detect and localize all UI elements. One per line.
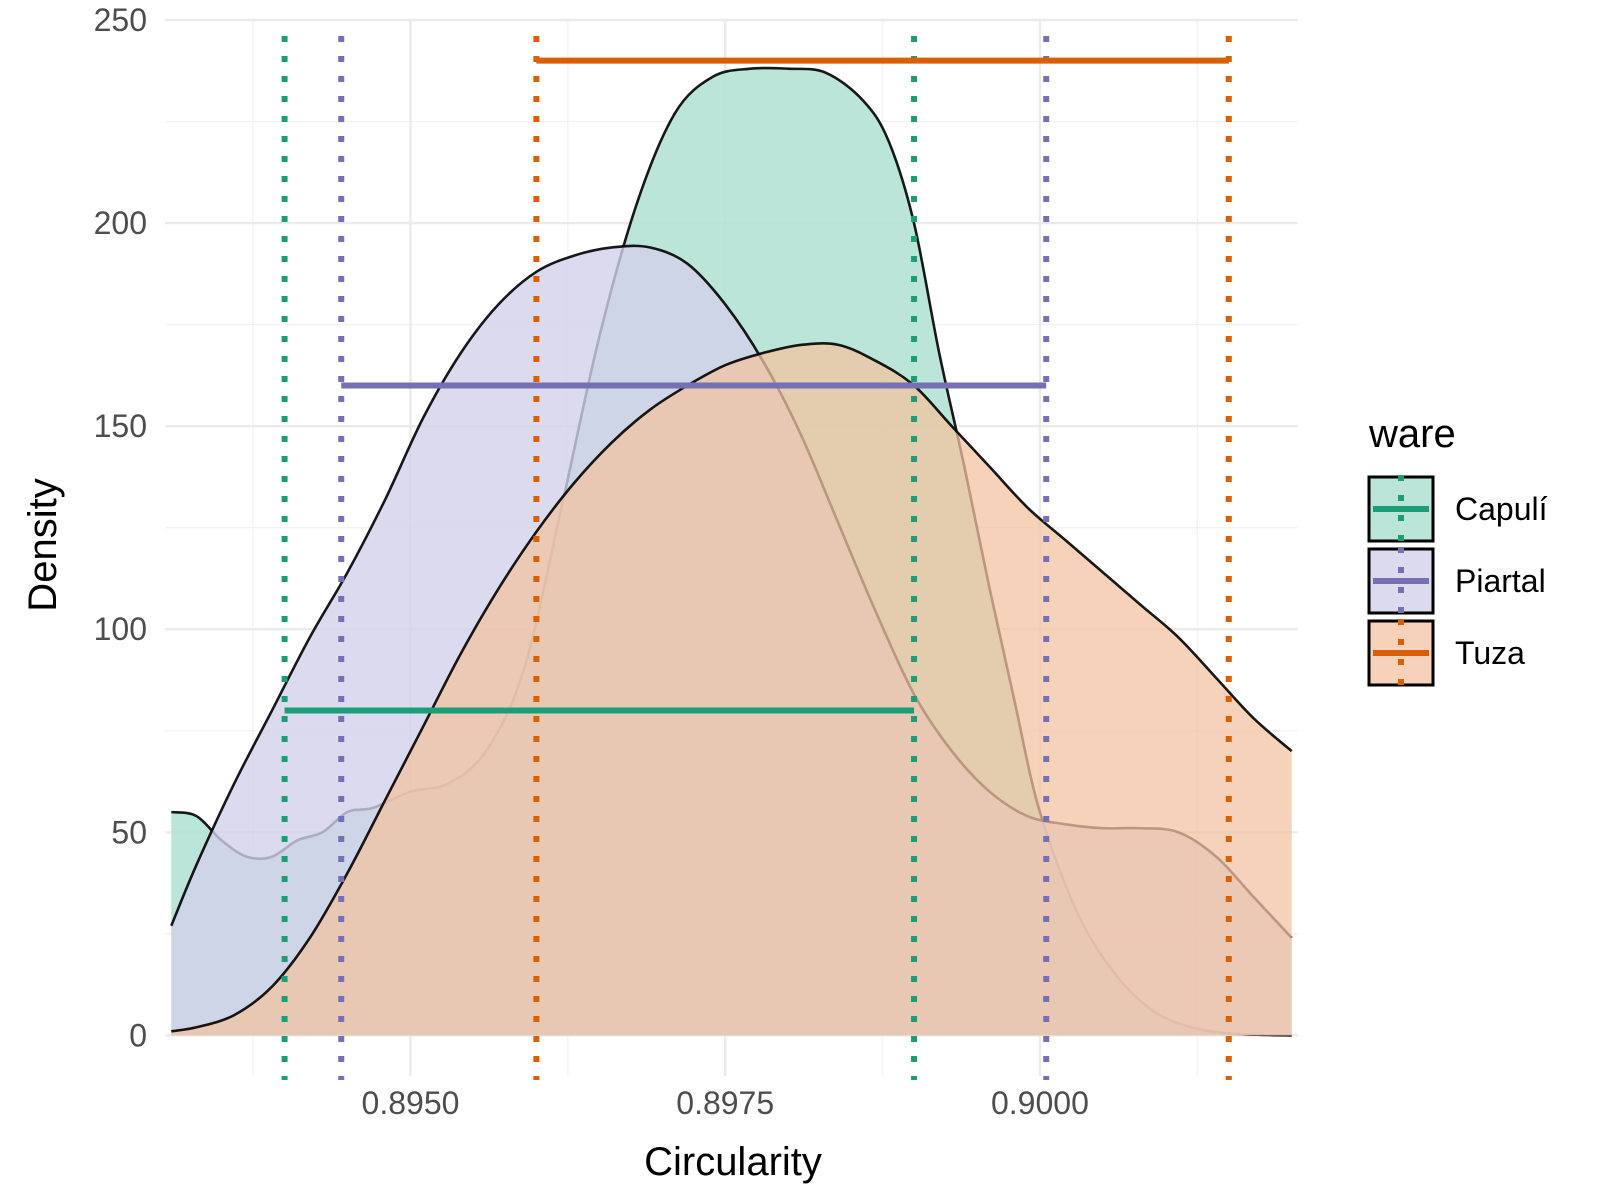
y-tick-label: 0 — [129, 1017, 147, 1053]
y-tick-label: 250 — [94, 2, 147, 38]
y-tick-labels: 0 50 100 150 200 250 — [94, 2, 147, 1053]
legend-title: ware — [1368, 412, 1456, 456]
y-tick-label: 150 — [94, 408, 147, 444]
y-tick-label: 100 — [94, 611, 147, 647]
y-tick-label: 200 — [94, 205, 147, 241]
legend-label-tuza: Tuza — [1455, 635, 1525, 671]
y-axis-title: Density — [21, 478, 65, 611]
density-areas — [171, 68, 1291, 1035]
legend-label-capul: Capulí — [1455, 491, 1548, 527]
legend-label-piartal: Piartal — [1455, 563, 1546, 599]
y-tick-label: 50 — [111, 814, 147, 850]
legend: ware Capulí Piartal Tuza — [1368, 412, 1548, 687]
x-tick-label: 0.9000 — [991, 1085, 1089, 1121]
x-tick-labels: 0.8950 0.8975 0.9000 — [362, 1085, 1089, 1121]
x-tick-label: 0.8975 — [676, 1085, 774, 1121]
x-tick-label: 0.8950 — [362, 1085, 460, 1121]
x-axis-title: Circularity — [644, 1140, 822, 1184]
